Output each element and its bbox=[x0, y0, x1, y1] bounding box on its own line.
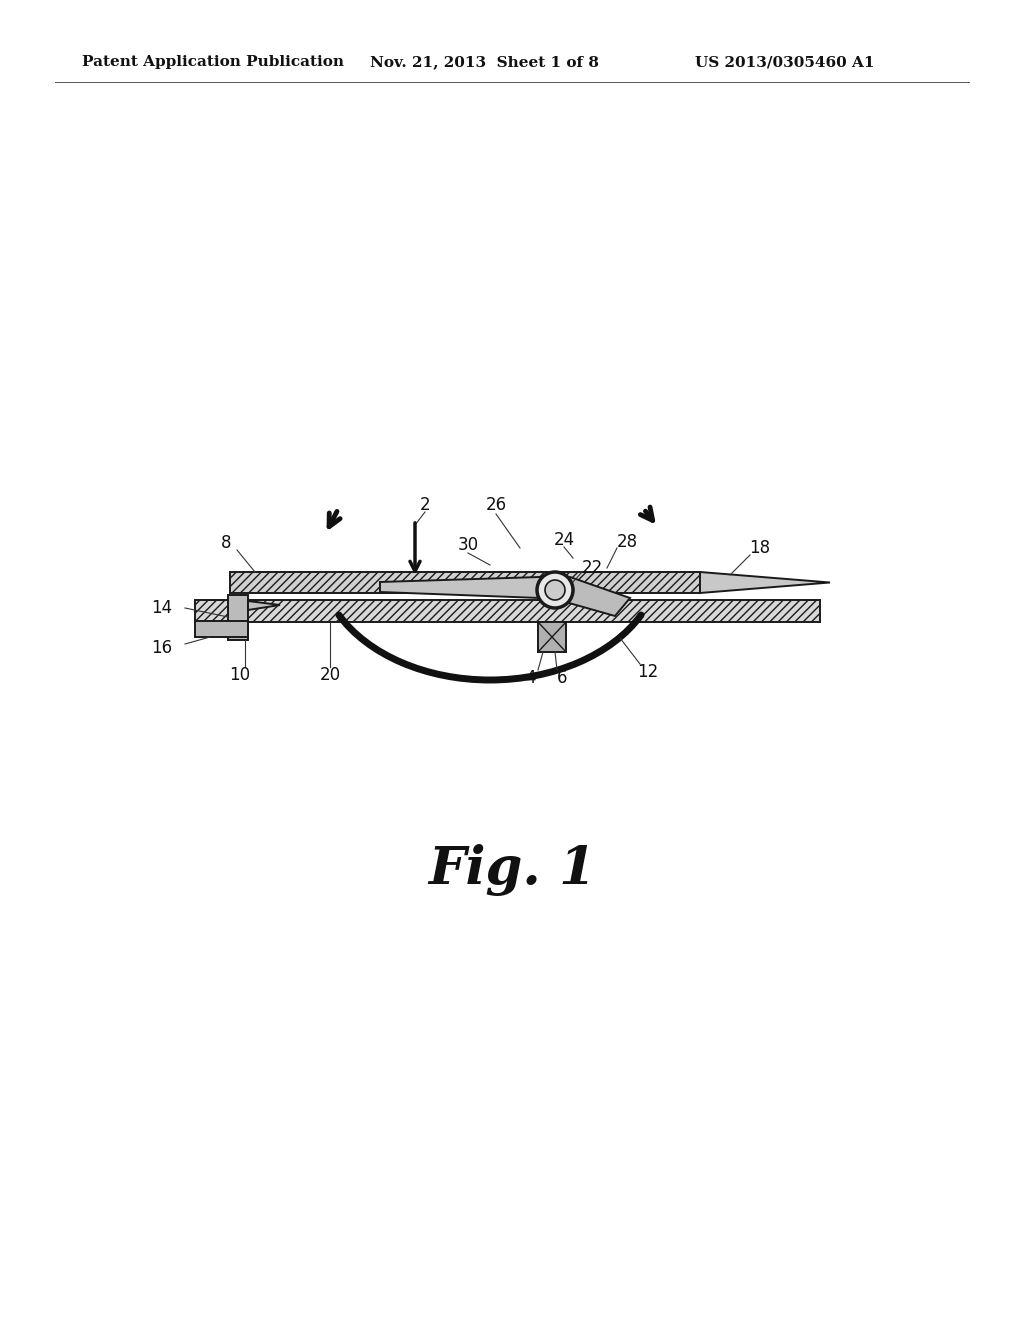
Text: 20: 20 bbox=[319, 667, 341, 684]
Circle shape bbox=[537, 572, 573, 609]
Text: 14: 14 bbox=[152, 599, 173, 616]
Text: 28: 28 bbox=[616, 533, 638, 550]
Bar bbox=[195, 601, 820, 622]
Polygon shape bbox=[700, 572, 830, 593]
Polygon shape bbox=[380, 577, 555, 598]
Polygon shape bbox=[555, 577, 630, 616]
Bar bbox=[195, 620, 248, 638]
Text: 30: 30 bbox=[458, 536, 478, 554]
Polygon shape bbox=[248, 601, 280, 610]
Text: 26: 26 bbox=[485, 496, 507, 513]
Circle shape bbox=[545, 579, 565, 601]
Text: 22: 22 bbox=[582, 558, 603, 577]
Text: Nov. 21, 2013  Sheet 1 of 8: Nov. 21, 2013 Sheet 1 of 8 bbox=[370, 55, 599, 69]
Text: Patent Application Publication: Patent Application Publication bbox=[82, 55, 344, 69]
Text: 2: 2 bbox=[420, 496, 430, 513]
Text: US 2013/0305460 A1: US 2013/0305460 A1 bbox=[695, 55, 874, 69]
Text: 18: 18 bbox=[750, 539, 771, 557]
Text: 24: 24 bbox=[553, 531, 574, 549]
Bar bbox=[538, 622, 566, 652]
Bar bbox=[228, 595, 248, 640]
Text: 8: 8 bbox=[221, 535, 231, 552]
Text: 10: 10 bbox=[229, 667, 251, 684]
Text: 6: 6 bbox=[557, 669, 567, 686]
Text: 4: 4 bbox=[525, 669, 537, 686]
Text: 16: 16 bbox=[152, 639, 173, 657]
Text: 12: 12 bbox=[637, 663, 658, 681]
Bar bbox=[230, 572, 700, 593]
Text: Fig. 1: Fig. 1 bbox=[428, 843, 596, 896]
